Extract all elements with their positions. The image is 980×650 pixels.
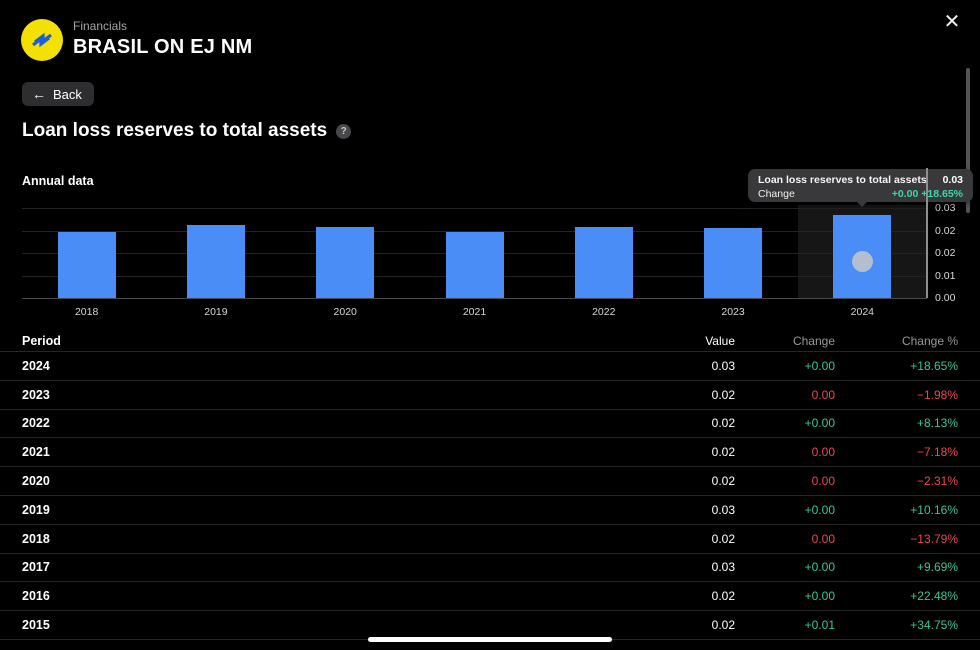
y-axis-tick-label: 0.01 <box>935 269 956 282</box>
change-pct-cell: +22.48% <box>910 589 958 604</box>
change-cell: 0.00 <box>811 474 835 489</box>
section-label: Annual data <box>22 174 94 188</box>
help-icon[interactable]: ? <box>336 123 352 139</box>
x-axis-label-2022: 2022 <box>592 306 616 318</box>
change-pct-cell: +18.65% <box>910 358 958 373</box>
value-cell: 0.02 <box>711 618 735 633</box>
bar-2019[interactable] <box>186 225 245 298</box>
bar-2023[interactable] <box>704 228 763 298</box>
period-cell: 2022 <box>22 416 50 431</box>
period-cell: 2020 <box>22 474 50 489</box>
tooltip-title: Loan loss reserves to total assets <box>758 173 927 186</box>
chart-tooltip: Loan loss reserves to total assets 0.03 … <box>748 169 973 207</box>
period-cell: 2017 <box>22 560 50 575</box>
header-category: Financials <box>73 19 128 33</box>
home-indicator[interactable] <box>368 637 612 642</box>
change-pct-cell: +8.13% <box>916 416 958 431</box>
bank-logo-icon <box>32 32 52 48</box>
y-axis-tick-label: 0.02 <box>935 224 956 237</box>
gridline <box>22 230 927 232</box>
crosshair-line <box>926 168 928 298</box>
y-axis-tick-label: 0.02 <box>935 247 956 259</box>
gridline <box>22 208 927 209</box>
table-row-2019: 2019 0.03 +0.00 +10.16% <box>0 496 980 525</box>
value-cell: 0.03 <box>711 502 735 517</box>
change-cell: 0.00 <box>811 445 835 460</box>
close-button[interactable]: ✕ <box>936 6 968 38</box>
table-row-2015: 2015 0.02 +0.01 +34.75% <box>0 611 980 640</box>
change-cell: +0.00 <box>804 416 835 431</box>
column-header-change: Change <box>792 334 835 348</box>
x-axis-label-2018: 2018 <box>74 306 99 318</box>
column-header-change-: Change % <box>901 334 958 348</box>
x-axis-label-2021: 2021 <box>462 306 487 318</box>
period-cell: 2021 <box>22 445 50 460</box>
change-pct-cell: −2.31% <box>916 474 958 489</box>
banco-do-brasil-logo <box>21 19 63 61</box>
change-pct-cell: −13.79% <box>910 531 958 546</box>
change-pct-cell: +34.75% <box>910 618 958 633</box>
value-cell: 0.03 <box>711 560 735 575</box>
instrument-title: BRASIL ON EJ NM <box>73 36 253 58</box>
value-cell: 0.02 <box>711 531 735 546</box>
table-row-2018: 2018 0.02 0.00 −13.79% <box>0 525 980 554</box>
period-cell: 2023 <box>22 387 50 402</box>
change-cell: 0.00 <box>811 531 835 546</box>
bar-2022[interactable] <box>574 226 633 298</box>
back-label: Back <box>53 86 82 102</box>
table-row-2016: 2016 0.02 +0.00 +22.48% <box>0 582 980 612</box>
x-axis-label-2019: 2019 <box>204 306 228 318</box>
y-axis-tick-label: 0.03 <box>935 202 956 214</box>
value-cell: 0.02 <box>711 445 735 460</box>
change-pct-cell: −7.18% <box>916 445 958 460</box>
change-cell: +0.00 <box>804 502 835 517</box>
hover-marker-dot <box>851 251 873 273</box>
period-cell: 2015 <box>22 618 50 633</box>
period-cell: 2019 <box>22 502 50 517</box>
page-title: Loan loss reserves to total assets <box>22 120 328 141</box>
tooltip-arrow <box>856 201 868 207</box>
table-header-row: Period Value Change Change % <box>0 331 980 352</box>
x-axis-line <box>22 298 927 299</box>
bar-2021[interactable] <box>445 232 504 298</box>
value-cell: 0.02 <box>711 589 735 604</box>
page-scrollbar[interactable] <box>966 68 970 213</box>
value-cell: 0.03 <box>711 358 735 373</box>
tooltip-value: 0.03 <box>942 173 963 186</box>
change-cell: +0.00 <box>804 560 835 575</box>
bar-2020[interactable] <box>316 226 375 298</box>
bar-2018[interactable] <box>57 232 116 298</box>
change-pct-cell: +10.16% <box>910 502 958 517</box>
x-axis-label-2020: 2020 <box>333 306 357 318</box>
period-cell: 2016 <box>22 589 50 604</box>
period-cell: 2024 <box>22 358 50 373</box>
value-cell: 0.02 <box>711 474 735 489</box>
bar-chart: 0.00 0.01 0.02 0.02 0.03 2018 2019 2020 2021 2022… <box>0 168 980 325</box>
table-row-2017: 2017 0.03 +0.00 +9.69% <box>0 554 980 583</box>
change-pct-cell: −1.98% <box>916 387 958 402</box>
tooltip-change-label: Change <box>758 187 795 200</box>
change-cell: +0.00 <box>804 358 835 373</box>
table-row-2022: 2022 0.02 +0.00 +8.13% <box>0 410 980 439</box>
table-row-2023: 2023 0.02 0.00 −1.98% <box>0 381 980 410</box>
y-axis-tick-label: 0.00 <box>935 292 956 304</box>
annual-data-table: Period Value Change Change % 2024 0.03 +0.00 +1… <box>0 331 980 640</box>
value-cell: 0.02 <box>711 387 735 402</box>
change-pct-cell: +9.69% <box>916 560 958 575</box>
change-cell: 0.00 <box>811 387 835 402</box>
column-header-value: Value <box>705 334 735 348</box>
table-row-2024: 2024 0.03 +0.00 +18.65% <box>0 352 980 381</box>
back-arrow-icon: ← <box>32 86 46 102</box>
x-axis-label-2023: 2023 <box>721 306 745 318</box>
back-button[interactable]: ← Back <box>22 82 94 106</box>
column-header-period: Period <box>22 334 61 348</box>
change-cell: +0.01 <box>804 618 835 633</box>
table-row-2020: 2020 0.02 0.00 −2.31% <box>0 467 980 496</box>
period-cell: 2018 <box>22 531 50 546</box>
table-row-2021: 2021 0.02 0.00 −7.18% <box>0 438 980 468</box>
x-axis-label-2024: 2024 <box>850 306 875 318</box>
value-cell: 0.02 <box>711 416 735 431</box>
change-cell: +0.00 <box>804 589 835 604</box>
